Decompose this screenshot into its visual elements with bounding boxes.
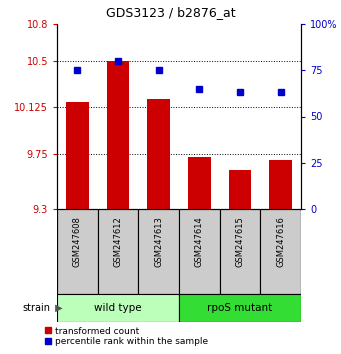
Legend: transformed count, percentile rank within the sample: transformed count, percentile rank withi… (44, 326, 208, 346)
Text: GSM247615: GSM247615 (236, 216, 244, 267)
Text: GSM247612: GSM247612 (114, 216, 122, 267)
Bar (57, 209, 98, 294)
Bar (220, 209, 260, 294)
Text: ▶: ▶ (52, 303, 62, 313)
Text: strain: strain (22, 303, 50, 313)
Bar (179, 209, 220, 294)
Text: GSM247608: GSM247608 (73, 216, 82, 267)
Text: rpoS mutant: rpoS mutant (207, 303, 272, 313)
Bar (148, 99, 170, 209)
Text: GSM247613: GSM247613 (154, 216, 163, 267)
Text: GSM247614: GSM247614 (195, 216, 204, 267)
Bar (138, 209, 179, 294)
Bar (229, 170, 251, 209)
Bar (188, 157, 210, 209)
Bar (66, 102, 89, 209)
Text: GSM247616: GSM247616 (276, 216, 285, 267)
Text: wild type: wild type (94, 303, 142, 313)
Bar (260, 209, 301, 294)
Bar (107, 61, 129, 209)
Bar (98, 209, 138, 294)
Bar (269, 160, 292, 209)
Text: GDS3123 / b2876_at: GDS3123 / b2876_at (106, 6, 235, 19)
Bar (179, 294, 301, 322)
Bar (57, 294, 179, 322)
